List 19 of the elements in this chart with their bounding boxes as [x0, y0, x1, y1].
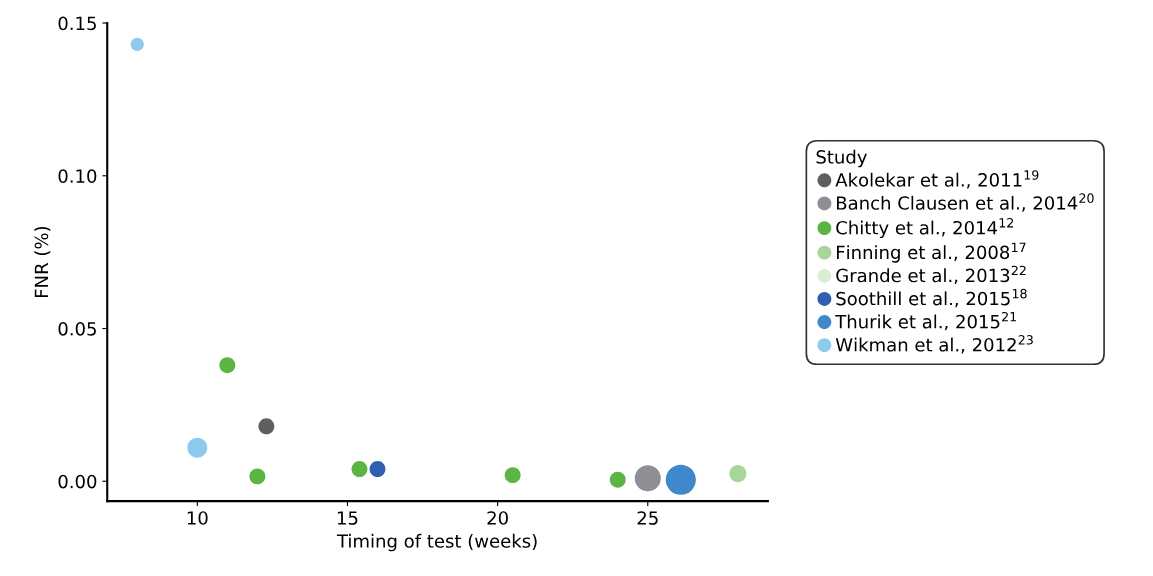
y-tick-label: 0.05	[58, 321, 96, 336]
legend-label: Soothill et al., 2015$^{18}$	[836, 288, 1027, 308]
legend-title: Study	[816, 149, 867, 168]
y-tick-label: 0.00	[58, 474, 97, 489]
legend-label: Finning et al., 2008$^{17}$	[837, 242, 1026, 263]
legend-label: Wikman et al., 2012$^{23}$	[835, 335, 1033, 354]
x-axis-title: Timing of test (weeks)	[336, 533, 537, 552]
x-tick-label: 10	[187, 511, 208, 525]
legend-label: Thurik et al., 2015$^{21}$	[835, 311, 1017, 331]
legend-label: Akolekar et al., 2011$^{19}$	[835, 170, 1039, 189]
legend-label: Grande et al., 2013$^{22}$	[836, 265, 1026, 285]
x-tick-label: 15	[337, 511, 358, 525]
x-tick-label: 20	[487, 511, 508, 525]
legend-label: Chitty et al., 2014$^{12}$	[836, 218, 1014, 239]
y-tick-label: 0.15	[58, 16, 96, 31]
y-tick-label: 0.10	[58, 169, 97, 183]
y-axis-title: FNR (%)	[34, 226, 51, 298]
legend-label: Banch Clausen et al., 2014$^{20}$	[837, 193, 1094, 212]
x-tick-label: 25	[637, 511, 658, 525]
